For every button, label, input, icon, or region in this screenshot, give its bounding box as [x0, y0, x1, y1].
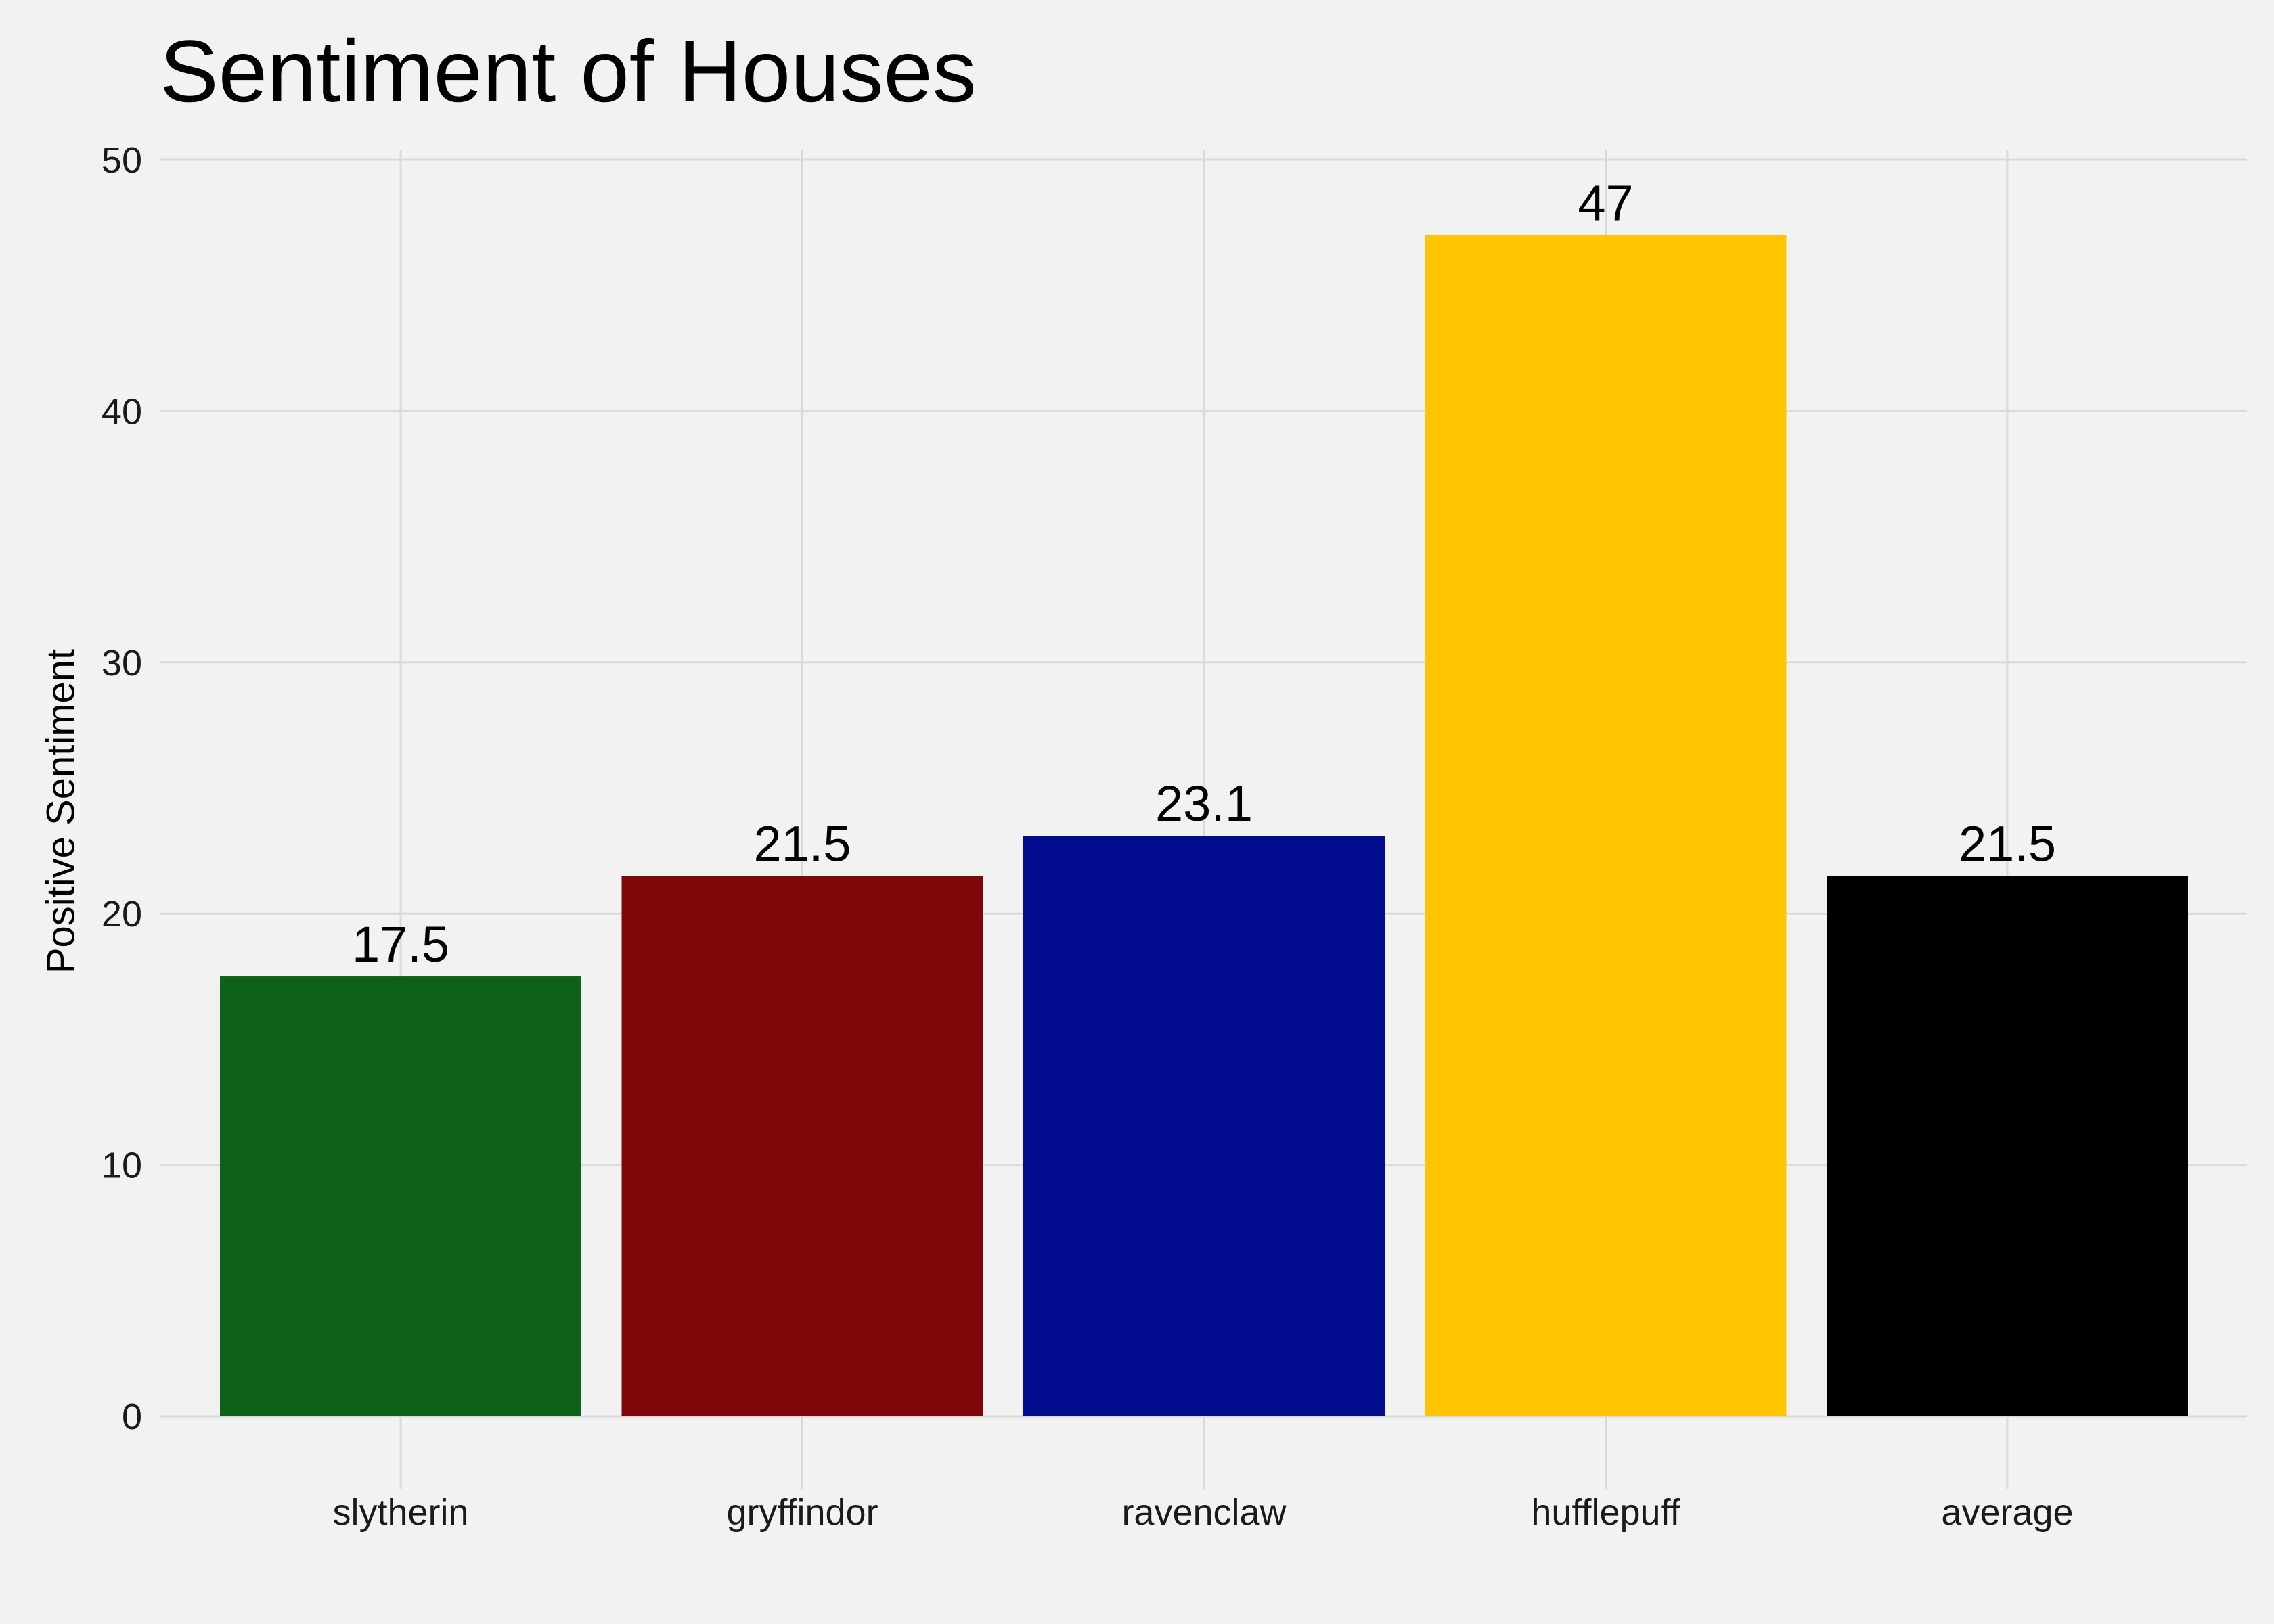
data-label-average: 21.5: [1959, 815, 2056, 872]
bar-average: [1827, 876, 2188, 1416]
bar-hufflepuff: [1425, 235, 1787, 1416]
bar-slytherin: [220, 976, 581, 1416]
data-label-gryffindor: 21.5: [753, 815, 851, 872]
bar-ravenclaw: [1023, 836, 1385, 1416]
y-tick-label: 30: [102, 643, 142, 683]
y-tick-label: 40: [102, 391, 142, 432]
bar-gryffindor: [621, 876, 983, 1416]
y-tick-label: 20: [102, 894, 142, 934]
data-label-ravenclaw: 23.1: [1155, 775, 1253, 832]
data-label-hufflepuff: 47: [1578, 175, 1633, 231]
x-tick-labels: slytherin gryffindor ravenclaw hufflepuff av…: [332, 1492, 2073, 1533]
data-labels: 17.5 21.5 23.1 47 21.5: [352, 175, 2056, 972]
y-tick-labels: 0 10 20 30 40 50: [102, 140, 142, 1437]
chart-title: Sentiment of Houses: [160, 22, 977, 120]
y-tick-label: 0: [122, 1397, 142, 1437]
x-tick-label: slytherin: [332, 1492, 468, 1533]
x-tick-label: gryffindor: [726, 1492, 878, 1533]
x-tick-label: hufflepuff: [1531, 1492, 1680, 1533]
bars: [220, 235, 2188, 1416]
x-tick-label: ravenclaw: [1121, 1492, 1287, 1533]
y-tick-label: 50: [102, 140, 142, 181]
y-tick-label: 10: [102, 1146, 142, 1186]
data-label-slytherin: 17.5: [352, 916, 449, 972]
x-tick-label: average: [1941, 1492, 2073, 1533]
